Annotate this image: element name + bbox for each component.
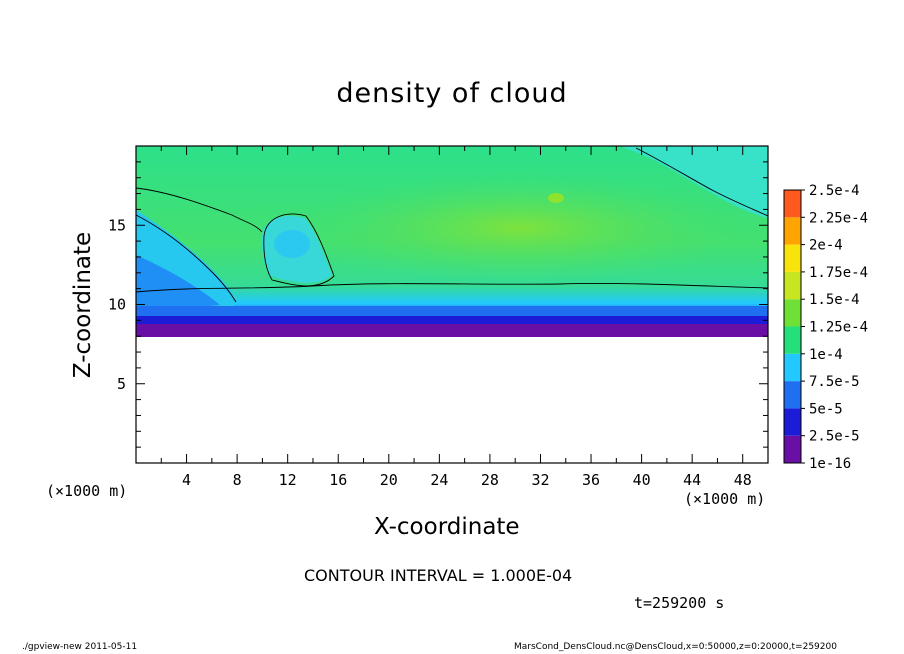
x-tick-label: 32 [531,471,549,489]
footer-right: MarsCond_DensCloud.nc@DensCloud,x=0:5000… [514,642,837,652]
colorbar-label: 2.5e-5 [809,429,860,445]
pocket-core [274,230,310,258]
colorbar-swatch [784,435,801,463]
time-label: t=259200 s [634,594,725,612]
colorbar-label: 1.25e-4 [809,320,868,336]
colorbar-label: 2.25e-4 [809,210,868,226]
colorbar-label: 7.5e-5 [809,374,860,390]
x-tick-label: 48 [734,471,752,489]
contour-line-pocket [263,213,335,287]
y-tick-label: 5 [117,375,126,393]
x-tick-label: 8 [233,471,242,489]
colorbar-swatch [784,271,801,300]
x-tick-label: 40 [633,471,651,489]
x-tick-label: 36 [582,471,600,489]
x-tick-label: 16 [329,471,347,489]
y-axis-label: Z-coordinate [70,231,96,379]
colorbar-swatch [784,244,801,272]
chart-title: density of cloud [336,78,568,109]
top-cyan-region [620,146,768,218]
contour-line-main [135,283,769,293]
x-tick-label: 44 [683,471,701,489]
colorbar-label: 1e-16 [809,456,851,472]
x-unit-label: (×1000 m) [46,482,128,500]
footer-left: ./gpview-new 2011-05-11 [22,642,138,652]
y-axis: 5 10 15 [108,161,768,448]
x-tick-label: 12 [279,471,297,489]
contour-line-upper-left [135,187,263,233]
cloud-base-white [136,337,768,463]
speckle [548,193,564,203]
colorbar-swatch [784,217,801,245]
colorbar-swatch [784,381,801,409]
x-tick-label: 28 [481,471,499,489]
contour-interval-label: CONTOUR INTERVAL = 1.000E-04 [304,566,573,585]
colorbar-swatch [784,408,801,436]
contour-line-wedge [135,214,237,303]
field-layer [136,146,768,463]
colorbar-label: 1e-4 [809,347,843,363]
colorbar-swatch [784,326,801,354]
contour-lines [135,147,769,303]
colorbar-label: 5e-5 [809,401,843,417]
colorbar: 1e-16 2.5e-5 5e-5 7.5e-5 1e-4 1.25e-4 1.5e-4 1.… [783,183,868,472]
x-tick-label: 24 [430,471,448,489]
colorbar-swatch [784,190,801,218]
colorbar-label: 2.5e-4 [809,183,860,199]
colorbar-swatch [784,299,801,327]
cloud-core-field [290,173,750,283]
dense-layer-navy [136,316,768,326]
z-unit-label: (×1000 m) [684,490,766,508]
contour-line-top [635,147,769,217]
y-tick-label: 15 [108,216,126,234]
x-axis-label: X-coordinate [374,514,520,540]
x-axis: 4 8 12 16 20 24 28 32 36 40 44 48 [160,146,752,489]
x-tick-label: 4 [182,471,191,489]
colorbar-swatch [784,353,801,382]
colorbar-label: 2e-4 [809,238,843,254]
colorbar-label: 1.75e-4 [809,265,868,281]
colorbar-label: 1.5e-4 [809,292,860,308]
left-blue-wedge [136,255,220,312]
y-tick-label: 10 [108,296,126,314]
dense-layer-purple [136,324,768,337]
x-tick-label: 20 [380,471,398,489]
